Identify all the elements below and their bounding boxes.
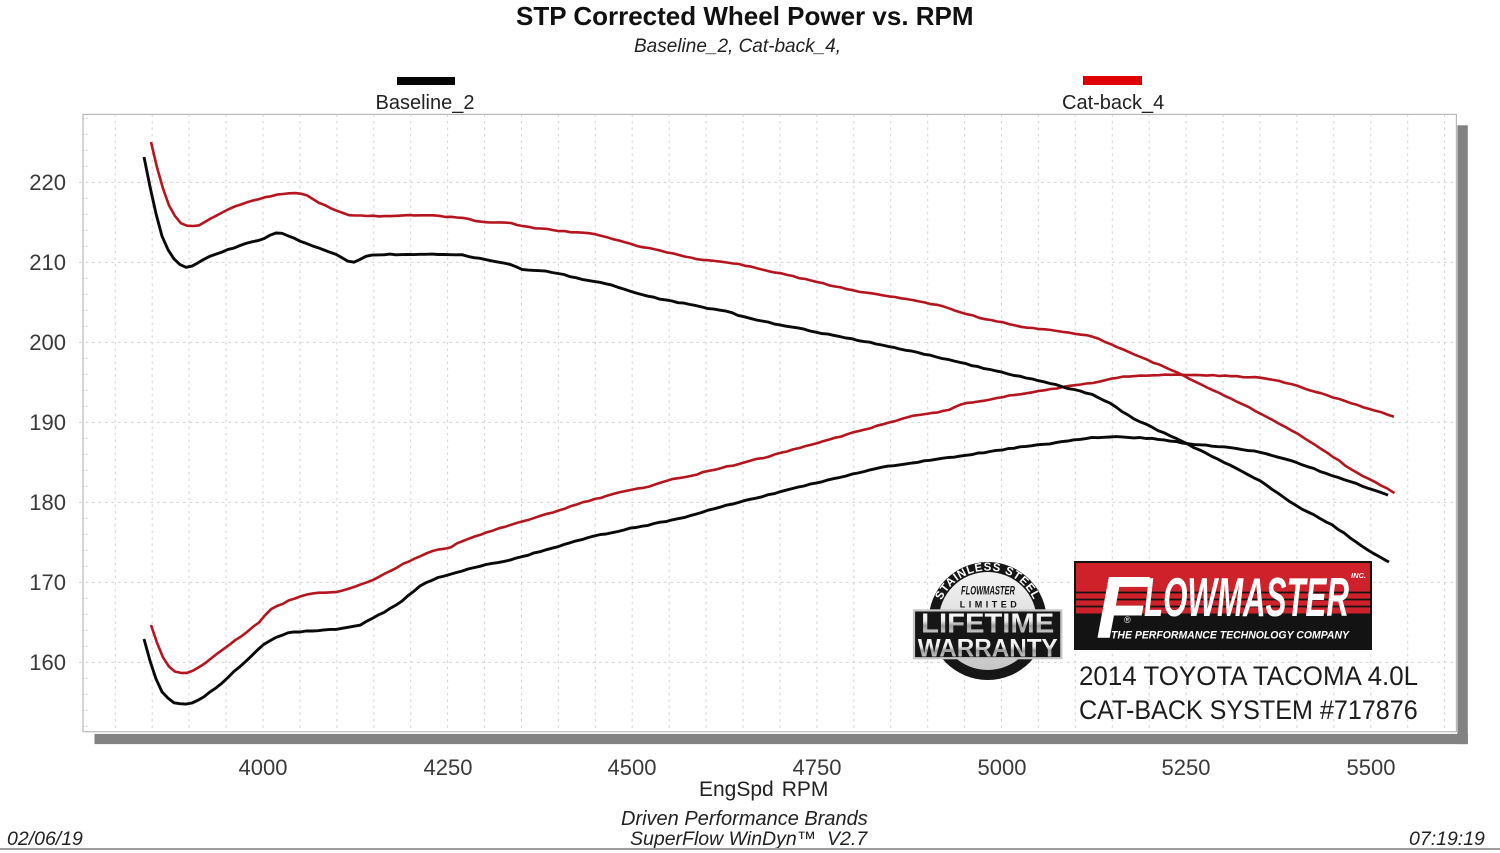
svg-text:®: ® (1124, 615, 1131, 625)
svg-text:THE PERFORMANCE TECHNOLOGY COM: THE PERFORMANCE TECHNOLOGY COMPANY (1111, 630, 1351, 642)
svg-text:WARRANTY: WARRANTY (918, 635, 1058, 663)
svg-text:INC.: INC. (1351, 571, 1366, 580)
svg-text:F: F (1096, 561, 1150, 650)
svg-text:LIFETIME: LIFETIME (921, 608, 1054, 639)
svg-text:FLOWMASTER: FLOWMASTER (961, 586, 1015, 598)
svg-text:LIMITED: LIMITED (960, 600, 1021, 610)
svg-text:LOWMASTER: LOWMASTER (1144, 566, 1349, 628)
